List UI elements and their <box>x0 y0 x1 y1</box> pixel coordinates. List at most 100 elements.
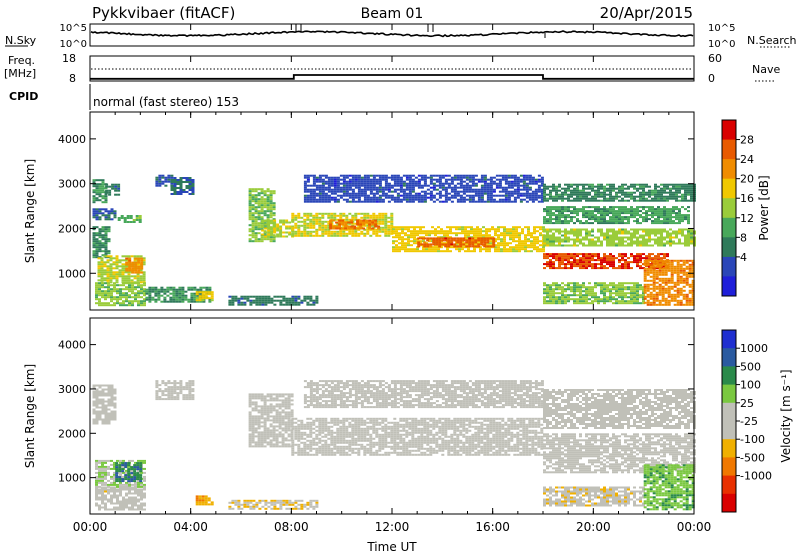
data-cell <box>348 194 352 197</box>
data-cell <box>630 292 633 295</box>
data-cell <box>411 178 415 181</box>
data-cell <box>261 299 265 302</box>
data-cell <box>142 273 146 276</box>
data-cell <box>330 188 334 191</box>
data-cell <box>552 238 555 241</box>
data-cell <box>570 193 573 196</box>
data-cell <box>624 187 627 190</box>
data-cell <box>318 188 322 191</box>
data-cell <box>181 286 185 289</box>
data-cell <box>359 225 363 228</box>
data-cell <box>312 301 316 304</box>
data-cell <box>420 186 424 189</box>
data-cell <box>378 216 382 219</box>
data-cell <box>357 196 361 199</box>
data-cell <box>648 232 651 235</box>
data-cell <box>618 218 621 221</box>
data-cell <box>324 224 328 227</box>
data-cell <box>558 197 561 200</box>
data-cell <box>600 263 603 266</box>
data-cell <box>134 298 137 301</box>
data-cell <box>576 208 579 211</box>
data-cell <box>121 267 125 270</box>
data-cell <box>375 174 379 177</box>
data-cell <box>503 246 506 249</box>
data-cell <box>597 206 600 209</box>
data-cell <box>492 180 496 183</box>
data-cell <box>191 189 195 191</box>
data-cell <box>585 191 588 194</box>
data-cell <box>576 298 579 301</box>
data-cell <box>125 298 128 301</box>
data-cell <box>612 263 615 266</box>
data-cell <box>609 212 612 215</box>
data-cell <box>570 294 573 297</box>
data-cell <box>600 193 603 196</box>
data-cell <box>420 243 424 246</box>
data-cell <box>410 230 413 233</box>
data-cell <box>390 184 394 187</box>
data-cell <box>603 261 606 264</box>
data-cell <box>687 193 690 196</box>
data-cell <box>603 214 606 217</box>
data-cell <box>125 286 128 289</box>
data-cell <box>405 188 409 191</box>
data-cell <box>525 176 529 179</box>
data-cell <box>527 246 530 249</box>
data-cell <box>471 200 475 203</box>
data-cell <box>657 267 660 270</box>
data-cell <box>306 174 310 177</box>
data-cell <box>104 302 107 305</box>
data-cell <box>643 289 647 292</box>
data-cell <box>582 294 585 297</box>
data-cell <box>585 238 588 241</box>
data-cell <box>408 184 412 187</box>
data-cell <box>624 206 627 209</box>
data-cell <box>257 216 261 219</box>
data-cell <box>419 226 422 229</box>
data-cell <box>558 288 561 291</box>
data-cell <box>636 240 639 243</box>
data-cell <box>675 189 678 192</box>
data-cell <box>111 185 115 188</box>
data-cell <box>685 279 689 282</box>
data-cell <box>272 204 276 207</box>
data-cell <box>503 230 506 233</box>
data-cell <box>461 248 464 251</box>
data-cell <box>690 242 693 245</box>
data-cell <box>248 238 252 241</box>
data-cell <box>201 293 205 296</box>
data-cell <box>327 186 331 189</box>
data-cell <box>357 228 361 231</box>
data-cell <box>294 222 298 225</box>
data-cell <box>678 191 681 194</box>
data-cell <box>444 174 448 177</box>
data-cell <box>519 198 523 201</box>
data-cell <box>266 216 270 219</box>
data-cell <box>462 239 466 242</box>
data-cell <box>675 191 678 194</box>
data-cell <box>390 186 394 189</box>
data-cell <box>204 295 208 298</box>
data-cell <box>606 187 609 190</box>
data-cell <box>510 182 514 185</box>
data-cell <box>353 227 357 230</box>
data-cell <box>552 195 555 198</box>
data-cell <box>681 183 684 186</box>
data-cell <box>368 225 372 228</box>
data-cell <box>148 298 152 301</box>
data-cell <box>122 302 125 305</box>
data-cell <box>567 216 570 219</box>
data-cell <box>95 212 99 215</box>
data-cell <box>663 191 666 194</box>
data-cell <box>618 212 621 215</box>
data-cell <box>381 176 385 179</box>
data-cell <box>655 269 659 272</box>
data-cell <box>600 242 603 245</box>
data-cell <box>666 218 669 221</box>
data-cell <box>690 234 693 237</box>
data-cell <box>139 269 143 272</box>
data-cell <box>648 191 651 194</box>
data-cell <box>564 288 567 291</box>
data-cell <box>348 200 352 203</box>
